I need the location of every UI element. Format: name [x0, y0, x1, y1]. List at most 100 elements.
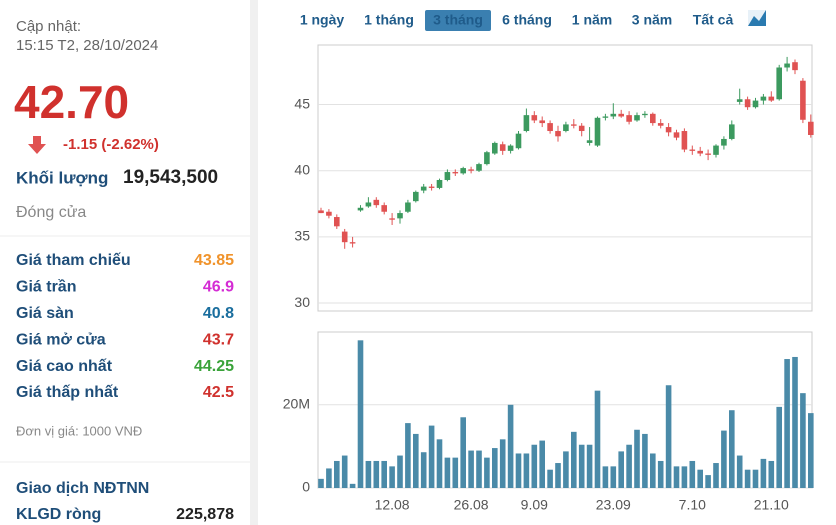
timeframe-button[interactable]: 6 tháng	[502, 12, 552, 28]
volume-bar	[681, 466, 688, 488]
candle-body	[341, 231, 348, 243]
candle-body	[594, 117, 601, 146]
candle-body	[665, 127, 672, 133]
stat-label: Giá mở cửa	[16, 331, 106, 348]
y-tick-label: 30	[294, 294, 310, 310]
net-label: KLGD ròng	[16, 506, 101, 523]
volume-bar	[484, 457, 490, 488]
update-label: Cập nhật:	[16, 18, 81, 35]
y-tick-label: 0	[302, 479, 310, 495]
candle-body	[318, 210, 324, 214]
candle-body	[428, 186, 435, 188]
volume-bar	[413, 433, 419, 488]
volume-bar	[531, 444, 538, 488]
candle-body	[697, 150, 703, 154]
candle-body	[499, 144, 506, 151]
stat-label: Giá trần	[16, 279, 76, 296]
volume-bar	[468, 450, 474, 488]
volume-bar	[341, 455, 348, 488]
icon-shape	[748, 10, 766, 26]
candle-body	[349, 242, 356, 244]
candle-body	[555, 131, 561, 137]
candle-body	[381, 205, 387, 212]
candle-body	[515, 133, 522, 149]
timeframe-button[interactable]: 3 tháng	[433, 12, 483, 28]
volume-bar	[444, 457, 451, 488]
volume-bar	[689, 460, 696, 488]
volume-bar	[697, 469, 703, 488]
timeframe-button[interactable]: 1 tháng	[364, 12, 414, 28]
timeframe-button[interactable]: 1 ngày	[300, 12, 345, 28]
candle-body	[721, 138, 727, 146]
candle-body	[602, 116, 609, 118]
volume-bar	[665, 385, 672, 488]
volume-bar	[673, 466, 680, 488]
candle-body	[578, 125, 585, 132]
volume-bar	[768, 460, 775, 488]
candle-body	[539, 120, 545, 124]
volume-bar	[420, 452, 427, 488]
volume-label: Khối lượng	[16, 168, 108, 187]
candle-body	[634, 115, 640, 121]
x-tick-label: 23.09	[596, 497, 631, 513]
volume-bar	[729, 410, 735, 488]
volume-bar	[800, 393, 806, 488]
volume-bar	[492, 448, 498, 488]
candle-body	[792, 62, 798, 71]
stat-label: Giá tham chiếu	[16, 252, 131, 269]
candle-body	[800, 80, 806, 120]
timeframe-button[interactable]: 3 năm	[632, 12, 672, 28]
y-tick-label: 45	[294, 95, 310, 111]
candle-body	[736, 99, 743, 102]
candle-body	[373, 199, 380, 206]
candle-body	[444, 172, 451, 180]
volume-bar	[721, 430, 727, 488]
stat-value: 43.7	[203, 331, 234, 348]
volume-bar	[784, 359, 790, 488]
candle-body	[650, 113, 656, 124]
volume-bar	[760, 458, 767, 488]
volume-bar	[365, 460, 372, 488]
volume-bar	[776, 406, 782, 488]
candle-body	[776, 67, 782, 100]
volume-bar	[610, 466, 617, 488]
volume-bar	[634, 429, 640, 488]
price: 42.70	[14, 76, 129, 128]
update-time: 15:15 T2, 28/10/2024	[16, 37, 158, 54]
candle-body	[729, 124, 735, 139]
net-value: 225,878	[176, 506, 234, 523]
candle-body	[571, 124, 577, 126]
volume-bar	[642, 433, 648, 488]
candle-body	[326, 211, 332, 216]
volume-bar	[476, 450, 482, 488]
candle-body	[744, 99, 751, 108]
price-panel	[317, 44, 813, 312]
volume-bar	[618, 451, 624, 488]
down-arrow	[28, 136, 46, 154]
volume-bar	[428, 425, 435, 488]
stat-value: 44.25	[194, 358, 234, 375]
volume-bar	[515, 453, 522, 488]
candle-body	[784, 63, 790, 68]
candle-body	[626, 115, 632, 122]
timeframe-button[interactable]: 1 năm	[572, 12, 612, 28]
volume-bar	[405, 423, 411, 488]
candle-body	[713, 145, 719, 155]
volume-bar	[539, 440, 545, 488]
volume-bar	[507, 404, 514, 488]
candle-body	[507, 145, 514, 151]
volume-bar	[334, 460, 340, 488]
volume-bar	[349, 483, 356, 488]
volume-bar	[499, 439, 506, 488]
candle-body	[752, 100, 759, 108]
volume-bar	[713, 463, 719, 488]
candle-body	[492, 142, 498, 154]
chart-icon[interactable]	[748, 10, 766, 26]
volume-bar	[586, 444, 593, 488]
candle-body	[397, 213, 403, 219]
candle-body	[547, 123, 553, 132]
y-tick-label: 40	[294, 161, 310, 177]
volume-bar	[460, 417, 466, 488]
timeframe-button[interactable]: Tất cả	[693, 12, 734, 28]
